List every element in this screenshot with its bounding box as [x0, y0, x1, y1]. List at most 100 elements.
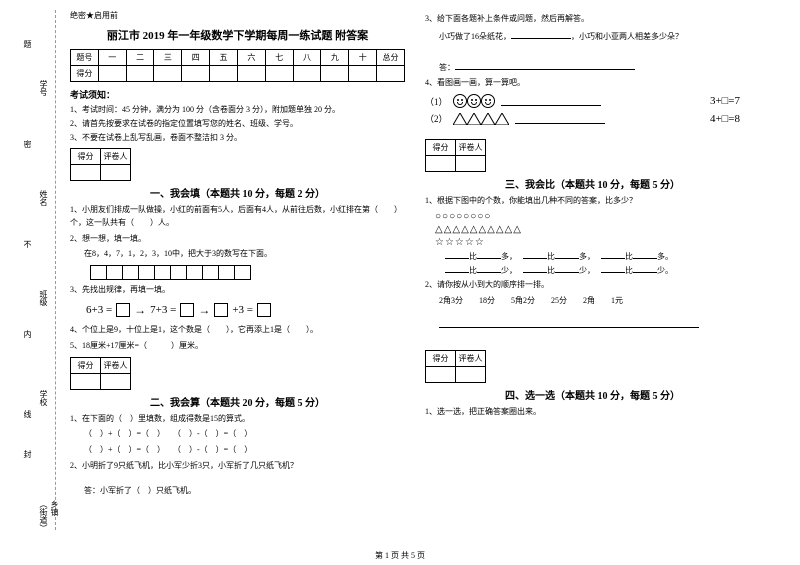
- score-cell: 五: [210, 50, 238, 66]
- margin-label: 学号: [38, 80, 49, 96]
- grader-label: 评卷人: [101, 149, 131, 165]
- answer-box[interactable]: [257, 303, 271, 317]
- page-container: 绝密★启用前 丽江市 2019 年一年级数学下学期每周一练试题 附答案 题号 一…: [0, 0, 800, 540]
- page-footer: 第 1 页 共 5 页: [0, 550, 800, 561]
- grader-label: 评卷人: [456, 350, 486, 366]
- exam-title: 丽江市 2019 年一年级数学下学期每周一练试题 附答案: [70, 27, 405, 43]
- score-cell: 三: [154, 50, 182, 66]
- question: 4、个位上是9，十位上是1，这个数是（ ），它再添上1是（ ）。: [70, 324, 405, 337]
- score-cell: 二: [126, 50, 154, 66]
- eq-text: 6+3 =: [86, 304, 112, 316]
- fill-blank[interactable]: [511, 29, 571, 39]
- margin-inner: 内: [22, 330, 33, 338]
- grader-label: 评卷人: [456, 140, 486, 156]
- binding-margin: 乡镇（街道） 学校 班级 姓名 学号 封 线 内 不 密 题: [8, 10, 56, 530]
- answer-prefix: 答：: [439, 60, 760, 75]
- score-header-row: 题号 一 二 三 四 五 六 七 八 九 十 总分: [71, 50, 405, 66]
- grader-table: 得分评卷人: [70, 357, 131, 390]
- sub-label: （1）: [425, 95, 453, 108]
- grader-label: 得分: [71, 357, 101, 373]
- answer-box[interactable]: [116, 303, 130, 317]
- margin-label: 学校: [38, 390, 49, 406]
- triangle-icon: [453, 113, 467, 125]
- equation: 4+□=8: [710, 113, 740, 125]
- section-3-title: 三、我会比（本题共 10 分，每题 5 分）: [425, 176, 760, 191]
- question: 1、根据下图中的个数，你能填出几种不同的答案，比多少？: [425, 195, 760, 208]
- triangle-icon: [481, 113, 495, 125]
- grader-label: 得分: [71, 149, 101, 165]
- shape-row-triangles: △△△△△△△△△△: [435, 224, 760, 235]
- draw-area[interactable]: [515, 114, 605, 124]
- margin-label: 乡镇（街道）: [38, 500, 60, 530]
- question: 1、在下面的（ ）里填数，组成得数是15的算式。: [70, 413, 405, 426]
- question: 1、小朋友们排成一队做操，小红的前面有5人，后面有4人，从前往后数，小红排在第（…: [70, 204, 405, 230]
- answer-box[interactable]: [180, 303, 194, 317]
- score-cell: 九: [321, 50, 349, 66]
- question: 2、请你按从小到大的顺序排一排。: [425, 279, 760, 292]
- question: 3、给下面各题补上条件或问题，然后再解答。: [425, 13, 760, 26]
- question: 4、看图画一画，算一算吧。: [425, 77, 760, 90]
- grader-label: 得分: [426, 350, 456, 366]
- margin-seal: 封: [22, 450, 33, 458]
- answer-line: 答：小军折了（ ）只纸飞机。: [84, 485, 405, 498]
- question-sub: 小巧做了16朵纸花，，小巧和小亚两人相差多少朵？: [439, 29, 760, 44]
- question: 3、先找出规律，再填一填。: [70, 284, 405, 297]
- margin-nocut: 不: [22, 240, 33, 248]
- grader-label: 得分: [426, 140, 456, 156]
- answer-boxes: [90, 265, 251, 280]
- grader-label: 评卷人: [101, 357, 131, 373]
- score-cell: 题号: [71, 50, 99, 66]
- value-list: 2角3分 18分 5角2分 25分 2角 1元: [439, 295, 760, 308]
- score-cell: 一: [98, 50, 126, 66]
- picture-equation-2: （2） 4+□=8: [425, 112, 760, 125]
- score-cell: 四: [182, 50, 210, 66]
- notice-item: 2、请首先按要求在试卷的指定位置填写您的姓名、班级、学号。: [70, 118, 405, 130]
- draw-area[interactable]: [501, 96, 601, 106]
- notice-heading: 考试须知：: [70, 88, 405, 101]
- margin-ti: 题: [22, 40, 33, 48]
- margin-label: 姓名: [38, 190, 49, 206]
- score-cell: 总分: [377, 50, 405, 66]
- secrecy-tag: 绝密★启用前: [70, 10, 405, 21]
- left-column: 绝密★启用前 丽江市 2019 年一年级数学下学期每周一练试题 附答案 题号 一…: [60, 10, 415, 540]
- question: 5、18厘米+17厘米=（ ）厘米。: [70, 340, 405, 353]
- section-4-title: 四、选一选（本题共 10 分，每题 5 分）: [425, 387, 760, 402]
- section-2-title: 二、我会算（本题共 20 分，每题 5 分）: [70, 394, 405, 409]
- question: 2、小明折了9只纸飞机，比小军少折3只，小军折了几只纸飞机？: [70, 460, 405, 473]
- margin-label: 班级: [38, 290, 49, 306]
- smiley-icon: [453, 94, 467, 108]
- fill-blank[interactable]: [455, 60, 635, 70]
- equation-line: （ ）+（ ）=（ ） （ ）-（ ）=（ ）: [84, 444, 405, 457]
- answer-box[interactable]: [214, 303, 228, 317]
- section-1-title: 一、我会填（本题共 10 分，每题 2 分）: [70, 185, 405, 200]
- shape-row-circles: ○○○○○○○○: [435, 211, 760, 222]
- notice-item: 1、考试时间：45 分钟，满分为 100 分（含卷面分 3 分），附加题单独 2…: [70, 104, 405, 116]
- compare-line: 比少， 比少， 比少。: [445, 264, 760, 276]
- arrow-icon: →: [198, 303, 210, 318]
- margin-cut: 线: [22, 410, 33, 418]
- eq-text: 7+3 =: [150, 304, 176, 316]
- triangle-icon: [467, 113, 481, 125]
- score-cell: 十: [349, 50, 377, 66]
- question-sub: 在8，4，7，1，2，3，10中，把大于3的数写在下面。: [84, 248, 405, 261]
- right-column: 3、给下面各题补上条件或问题，然后再解答。 小巧做了16朵纸花，，小巧和小亚两人…: [415, 10, 770, 540]
- question: 2、想一想，填一填。: [70, 233, 405, 246]
- score-cell: 六: [237, 50, 265, 66]
- smiley-icon: [481, 94, 495, 108]
- grader-table: 得分评卷人: [70, 148, 131, 181]
- eq-text: +3 =: [232, 304, 253, 316]
- grader-table: 得分评卷人: [425, 139, 486, 172]
- compare-line: 比多， 比多， 比多。: [445, 250, 760, 262]
- pattern-equation: 6+3 = → 7+3 = → +3 =: [86, 303, 405, 318]
- triangle-icon: [495, 113, 509, 125]
- score-value-row: 得分: [71, 66, 405, 82]
- picture-equation-1: （1） 3+□=7: [425, 94, 760, 108]
- score-cell: 八: [293, 50, 321, 66]
- score-cell: 七: [265, 50, 293, 66]
- arrow-icon: →: [134, 303, 146, 318]
- margin-ans: 密: [22, 140, 33, 148]
- score-cell: 得分: [71, 66, 99, 82]
- notice-item: 3、不要在试卷上乱写乱画，卷面不整洁扣 3 分。: [70, 132, 405, 144]
- sub-label: （2）: [425, 112, 453, 125]
- equation-line: （ ）+（ ）=（ ） （ ）-（ ）=（ ）: [84, 428, 405, 441]
